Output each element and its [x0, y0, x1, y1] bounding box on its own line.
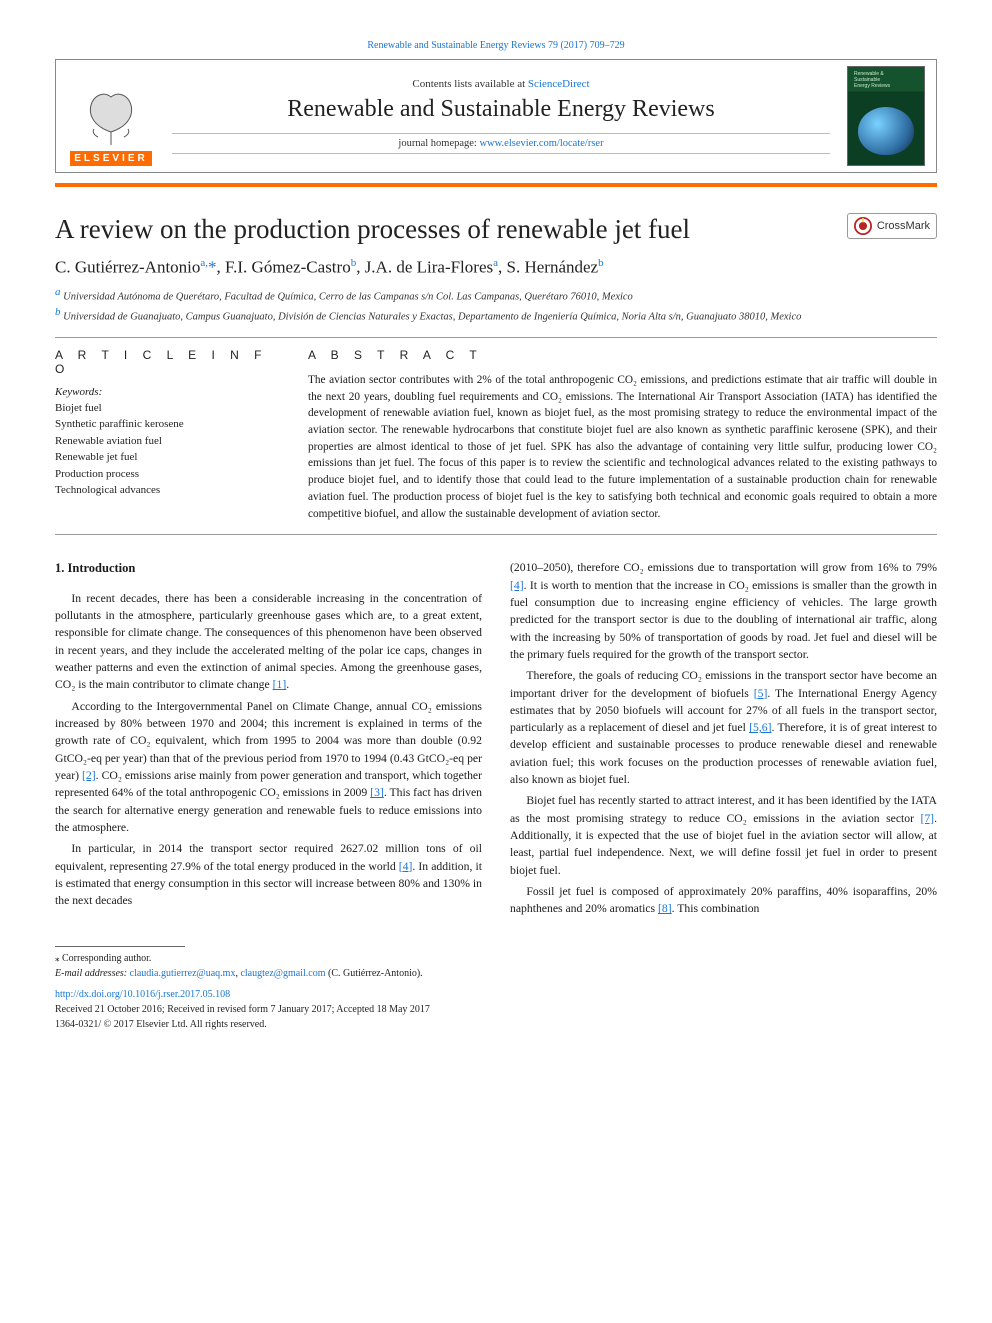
contents-line: Contents lists available at ScienceDirec… — [172, 78, 830, 90]
crossmark-label: CrossMark — [877, 220, 930, 232]
title-row: A review on the production processes of … — [55, 213, 937, 247]
keywords-label: Keywords: — [55, 386, 280, 398]
corresponding-author-line: ⁎ Corresponding author. — [55, 951, 937, 966]
divider — [55, 534, 937, 535]
keyword-item: Biojet fuel — [55, 400, 280, 417]
para: According to the Intergovernmental Panel… — [55, 698, 482, 837]
keyword-item: Production process — [55, 466, 280, 483]
divider — [55, 337, 937, 338]
article-title: A review on the production processes of … — [55, 213, 837, 247]
cite-link[interactable]: [2] — [82, 769, 96, 782]
journal-name: Renewable and Sustainable Energy Reviews — [172, 96, 830, 123]
accent-rule — [55, 183, 937, 187]
keywords-list: Biojet fuelSynthetic paraffinic kerosene… — [55, 400, 280, 499]
text: Biojet fuel has recently started to attr… — [510, 794, 937, 824]
keyword-item: Synthetic paraffinic kerosene — [55, 416, 280, 433]
journal-header-box: ELSEVIER Contents lists available at Sci… — [55, 59, 937, 173]
publisher-name: ELSEVIER — [70, 151, 151, 166]
text: . It is worth to mention that the increa… — [510, 579, 937, 661]
para: In particular, in 2014 the transport sec… — [55, 840, 482, 909]
para: Biojet fuel has recently started to attr… — [510, 792, 937, 879]
authors-line: C. Gutiérrez-Antonioa,*, F.I. Gómez-Cast… — [55, 257, 937, 278]
affiliations: a Universidad Autónoma de Querétaro, Fac… — [55, 285, 937, 324]
corresponding-mark: ⁎ — [55, 953, 60, 963]
keyword-item: Technological advances — [55, 482, 280, 499]
text: . — [286, 678, 289, 691]
cite-link[interactable]: [5,6] — [749, 721, 771, 734]
cite-link[interactable]: [4] — [399, 860, 413, 873]
cover-title-text: Renewable &SustainableEnergy Reviews — [854, 71, 890, 89]
abstract-col: A B S T R A C T The aviation sector cont… — [308, 348, 937, 522]
homepage-link[interactable]: www.elsevier.com/locate/rser — [479, 138, 603, 149]
para: Fossil jet fuel is composed of approxima… — [510, 883, 937, 918]
cite-link[interactable]: [8] — [658, 902, 672, 915]
abstract-heading: A B S T R A C T — [308, 348, 937, 362]
footnote-rule — [55, 946, 185, 947]
journal-cover-cell: Renewable &SustainableEnergy Reviews — [836, 60, 936, 172]
keyword-item: Renewable aviation fuel — [55, 433, 280, 450]
homepage-line: journal homepage: www.elsevier.com/locat… — [172, 133, 830, 154]
elsevier-tree-icon — [76, 77, 146, 147]
cite-link[interactable]: [1] — [273, 678, 287, 691]
corresponding-label: Corresponding author. — [62, 953, 151, 964]
cite-link[interactable]: [7] — [920, 812, 934, 825]
email-link[interactable]: claugtez@gmail.com — [240, 968, 325, 979]
homepage-prefix: journal homepage: — [398, 138, 479, 149]
issn-line: 1364-0321/ © 2017 Elsevier Ltd. All righ… — [55, 1017, 937, 1032]
para: In recent decades, there has been a cons… — [55, 590, 482, 694]
cite-link[interactable]: [5] — [754, 687, 768, 700]
cite-link[interactable]: [4] — [510, 579, 524, 592]
affiliation-line: b Universidad de Guanajuato, Campus Guan… — [55, 305, 937, 325]
text: . This combination — [672, 902, 760, 915]
received-line: Received 21 October 2016; Received in re… — [55, 1002, 937, 1017]
sciencedirect-link[interactable]: ScienceDirect — [528, 78, 590, 90]
info-abstract-row: A R T I C L E I N F O Keywords: Biojet f… — [55, 348, 937, 522]
doi-link[interactable]: http://dx.doi.org/10.1016/j.rser.2017.05… — [55, 987, 937, 1002]
body-two-column: 1. Introduction In recent decades, there… — [55, 559, 937, 917]
text: (2010–2050), therefore CO₂ emissions due… — [510, 561, 937, 574]
cite-link[interactable]: [3] — [370, 786, 384, 799]
email-line: E-mail addresses: claudia.gutierrez@uaq.… — [55, 966, 937, 981]
affiliation-line: a Universidad Autónoma de Querétaro, Fac… — [55, 285, 937, 305]
email-tail: (C. Gutiérrez-Antonio). — [325, 968, 422, 979]
section-1-heading: 1. Introduction — [55, 559, 482, 578]
page-root: Renewable and Sustainable Energy Reviews… — [0, 0, 992, 1062]
contents-prefix: Contents lists available at — [412, 78, 527, 90]
email-link[interactable]: claudia.gutierrez@uaq.mx — [130, 968, 236, 979]
running-head: Renewable and Sustainable Energy Reviews… — [55, 40, 937, 51]
crossmark-badge[interactable]: CrossMark — [847, 213, 937, 239]
text: In recent decades, there has been a cons… — [55, 592, 482, 692]
running-head-link[interactable]: Renewable and Sustainable Energy Reviews… — [367, 40, 624, 51]
abstract-body: The aviation sector contributes with 2% … — [308, 372, 937, 522]
journal-cover-thumbnail: Renewable &SustainableEnergy Reviews — [847, 66, 925, 166]
page-footer: ⁎ Corresponding author. E-mail addresses… — [55, 946, 937, 1032]
crossmark-icon — [854, 217, 872, 235]
article-info-heading: A R T I C L E I N F O — [55, 348, 280, 376]
header-center: Contents lists available at ScienceDirec… — [166, 60, 836, 172]
article-info-col: A R T I C L E I N F O Keywords: Biojet f… — [55, 348, 280, 522]
para: (2010–2050), therefore CO₂ emissions due… — [510, 559, 937, 663]
cover-globe-icon — [858, 107, 914, 155]
para: Therefore, the goals of reducing CO₂ emi… — [510, 667, 937, 788]
keyword-item: Renewable jet fuel — [55, 449, 280, 466]
elsevier-logo: ELSEVIER — [66, 66, 156, 166]
email-label: E-mail addresses: — [55, 968, 130, 979]
publisher-logo-cell: ELSEVIER — [56, 60, 166, 172]
